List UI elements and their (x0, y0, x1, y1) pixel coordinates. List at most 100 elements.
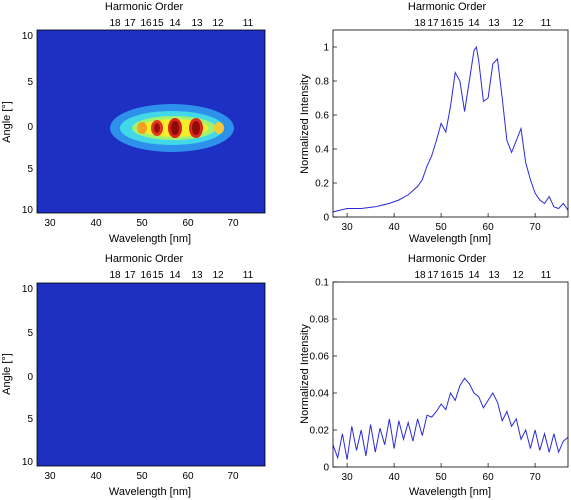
x-tick-label: 60 (483, 222, 495, 233)
y-tick-label: 5 (27, 414, 33, 425)
y-tick-label: 5 (27, 164, 33, 175)
y-tick-label: 0.6 (315, 111, 329, 122)
y-tick-label: 0.06 (310, 352, 330, 363)
panel-top-left: Harmonic Order 18 17 16 15 14 13 12 11 (1, 1, 266, 245)
x-tick-labels: 30 40 50 60 70 (44, 471, 239, 482)
x-tick-label: 30 (44, 471, 56, 482)
harmonic-tick-label: 11 (541, 270, 552, 281)
heatmap-peaks (110, 104, 234, 152)
harmonic-tick-label: 12 (512, 18, 524, 29)
harmonic-tick-label: 15 (452, 18, 464, 29)
plot-frame (332, 281, 569, 468)
harmonic-tick-label: 17 (427, 270, 439, 281)
y-tick-label: 10 (22, 457, 34, 468)
x-tick-label: 70 (530, 222, 542, 233)
harmonic-order-label: Harmonic Order (408, 253, 487, 265)
y-tick-labels: 10 5 0 5 10 (22, 31, 34, 216)
harmonic-tick-label: 18 (414, 18, 426, 29)
harmonic-tick-label: 18 (414, 270, 426, 281)
x-tick-label: 40 (389, 472, 401, 483)
harmonic-tick-label: 11 (243, 18, 254, 29)
y-axis-label: Angle [°] (1, 101, 13, 143)
harmonic-peak-16 (137, 122, 147, 134)
x-axis-label: Wavelength [nm] (109, 233, 191, 245)
harmonic-tick-label: 13 (191, 18, 203, 29)
plot-frame (36, 29, 266, 214)
y-tick-label: 0.4 (315, 145, 329, 156)
y-tick-label: 0 (323, 213, 329, 224)
y-tick-label: 10 (22, 205, 34, 216)
line-plot: 30 40 50 60 70 0 0.2 0.4 0.6 0.8 1 (315, 43, 569, 233)
x-tick-label: 70 (530, 472, 542, 483)
x-tick-label: 50 (136, 471, 148, 482)
y-tick-labels: 10 5 0 5 10 (22, 284, 34, 468)
x-axis-label: Wavelength [nm] (109, 486, 191, 498)
harmonic-peak-15-core (154, 123, 160, 133)
x-tick-label: 50 (436, 472, 448, 483)
harmonic-tick-label: 15 (152, 270, 164, 281)
harmonic-tick-label: 18 (109, 18, 121, 29)
harmonic-tick-labels: 18 17 16 15 14 13 12 11 (109, 270, 253, 281)
harmonic-tick-label: 18 (109, 270, 121, 281)
harmonic-tick-label: 12 (212, 18, 224, 29)
intensity-series-line (332, 45, 569, 213)
harmonic-tick-label: 14 (169, 18, 181, 29)
panel-top-right: Harmonic Order 18 17 16 15 14 13 12 11 3… (299, 1, 569, 245)
x-tick-label: 30 (342, 472, 354, 483)
harmonic-tick-label: 17 (124, 18, 136, 29)
x-tick-labels: 30 40 50 60 70 (44, 218, 239, 229)
harmonic-tick-label: 12 (512, 270, 524, 281)
harmonic-tick-label: 14 (169, 270, 181, 281)
y-tick-label: 5 (27, 77, 33, 88)
x-tick-label: 40 (90, 218, 102, 229)
y-tick-label: 0 (323, 463, 329, 474)
x-axis-label: Wavelength [nm] (409, 233, 491, 245)
harmonic-peak-14-core (171, 121, 179, 135)
panel-bottom-left: Harmonic Order 18 17 16 15 14 13 12 11 3… (1, 253, 266, 498)
harmonic-order-label: Harmonic Order (105, 1, 184, 13)
y-tick-label: 0.02 (310, 426, 330, 437)
harmonic-tick-label: 16 (440, 270, 452, 281)
x-tick-label: 50 (436, 222, 448, 233)
harmonic-tick-label: 16 (140, 270, 152, 281)
y-axis-label: Normalized Intensity (299, 74, 311, 174)
harmonic-tick-label: 16 (440, 18, 452, 29)
harmonic-peak-13-core (192, 121, 200, 135)
y-axis-label: Angle [°] (1, 353, 13, 395)
x-tick-label: 40 (90, 471, 102, 482)
harmonic-tick-label: 14 (468, 270, 480, 281)
x-tick-label: 40 (389, 222, 401, 233)
y-tick-label: 0 (27, 122, 33, 133)
x-tick-label: 30 (44, 218, 56, 229)
harmonic-tick-label: 11 (243, 270, 254, 281)
x-tick-label: 70 (227, 471, 239, 482)
x-tick-label: 50 (136, 218, 148, 229)
y-axis-label: Normalized Intensity (299, 324, 311, 424)
x-tick-label: 30 (342, 222, 354, 233)
heatmap-background (37, 283, 265, 466)
y-tick-label: 0.08 (310, 315, 330, 326)
x-axis-label: Wavelength [nm] (409, 486, 491, 498)
y-tick-label: 1 (323, 43, 329, 54)
harmonic-tick-label: 15 (152, 18, 164, 29)
y-tick-label: 0.2 (315, 179, 329, 190)
y-tick-label: 0.1 (315, 278, 329, 289)
harmonic-tick-label: 12 (212, 270, 224, 281)
harmonic-order-label: Harmonic Order (105, 253, 184, 265)
harmonic-tick-label: 13 (191, 270, 203, 281)
harmonic-tick-label: 17 (427, 18, 439, 29)
y-tick-label: 10 (22, 284, 34, 295)
y-tick-label: 0 (27, 372, 33, 383)
y-tick-label: 0.8 (315, 77, 329, 88)
plot-frame (36, 282, 266, 467)
x-tick-label: 60 (182, 218, 194, 229)
harmonic-order-label: Harmonic Order (408, 1, 487, 13)
harmonic-tick-labels: 18 17 16 15 14 13 12 11 (414, 270, 551, 281)
harmonic-tick-label: 17 (124, 270, 136, 281)
harmonic-tick-label: 13 (488, 270, 500, 281)
y-tick-label: 10 (22, 31, 34, 42)
plot-frame (332, 29, 569, 218)
harmonic-tick-label: 16 (140, 18, 152, 29)
x-tick-label: 60 (483, 472, 495, 483)
